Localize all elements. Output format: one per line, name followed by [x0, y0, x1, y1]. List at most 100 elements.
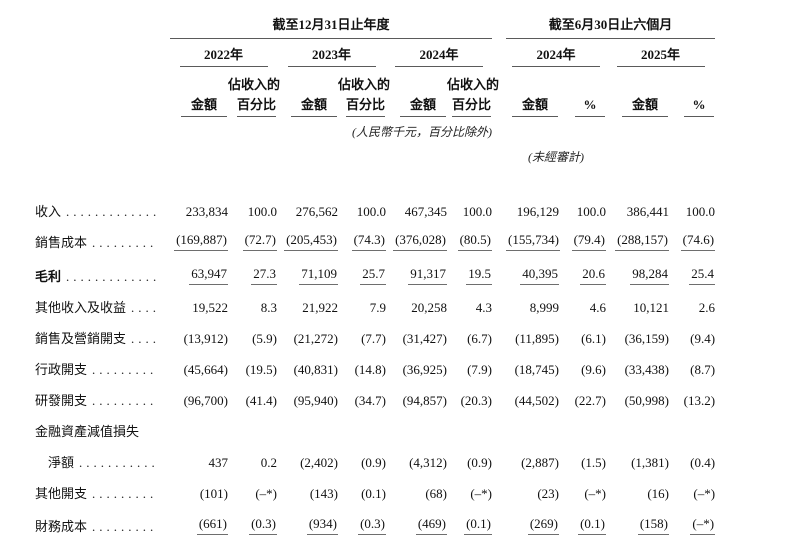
row-label: 淨額 — [35, 440, 170, 471]
cell-value: (376,028) — [386, 220, 447, 251]
units-note-row: (人民幣千元，百分比除外) — [35, 117, 715, 140]
gap-cell — [492, 117, 506, 140]
cell-value: (143) — [309, 486, 338, 501]
cell-value: (2,887) — [521, 455, 560, 470]
percent-header-2022: 佔收入的 百分比 — [228, 67, 280, 117]
cell-value: (–*) — [669, 502, 716, 535]
row-label: 銷售成本 — [35, 220, 170, 251]
unaudited-note: (未經審計) — [528, 150, 585, 164]
table-row: 行政開支 (45,664) (19.5) (40,831) (14.8) (36,925)… — [35, 347, 715, 378]
year-2022: 2022年 — [170, 38, 277, 67]
table-body: 收入 233,834 100.0 276,562 100.0 467,345 100.0 19… — [35, 189, 716, 535]
gap-cell — [492, 67, 506, 117]
cell-value: 276,562 — [295, 204, 338, 219]
percent-header-2024-interim: % — [559, 67, 606, 117]
cell-value: 19.5 — [447, 251, 493, 285]
cell-value: (19.5) — [245, 362, 277, 377]
cell-value: 100.0 — [685, 204, 716, 219]
dot-leader — [131, 300, 156, 316]
amount-header-2024: 金額 — [386, 67, 447, 117]
gap-cell — [492, 285, 506, 316]
cell-value: (21,272) — [293, 331, 338, 346]
cell-value: 8.3 — [260, 300, 277, 315]
cell-value: (9.4) — [690, 331, 716, 346]
cell-value: (169,887) — [170, 220, 228, 251]
cell-value: (7.9) — [467, 362, 493, 377]
cell-value: (40,831) — [293, 362, 338, 377]
cell-value: 233,834 — [185, 204, 228, 219]
cell-value: (31,427) — [402, 331, 447, 346]
gap-cell — [492, 189, 506, 220]
table-row: 研發開支 (96,700) (41.4) (95,940) (34.7) (94,857)… — [35, 378, 715, 409]
cell-value: (0.1) — [559, 502, 607, 535]
gap-cell — [492, 440, 506, 471]
dot-leader — [131, 331, 156, 347]
table-row: 淨額 437 0.2 (2,402) (0.9) (4,312) (0.9) (2,887) (… — [35, 440, 715, 471]
cell-value: (80.5) — [447, 220, 493, 251]
cell-value: 7.9 — [369, 300, 386, 315]
cell-value: 100.0 — [247, 204, 277, 219]
cell-value: (16) — [647, 486, 670, 501]
empty-cell — [506, 117, 715, 140]
cell-value: (205,453) — [277, 220, 338, 251]
year-2023: 2023年 — [277, 38, 386, 67]
row-label: 財務成本 — [35, 502, 170, 535]
cell-value: (18,745) — [514, 362, 560, 377]
cell-value: 40,395 — [506, 251, 560, 285]
cell-value: (94,857) — [402, 393, 447, 408]
cell-value: (101) — [199, 486, 228, 501]
empty-cell — [35, 12, 170, 38]
cell-value: 19,522 — [192, 300, 228, 315]
table-header: 截至12月31日止年度 截至6月30日止六個月 2022年 2023年 2024… — [35, 12, 716, 189]
empty-cell — [606, 140, 715, 165]
cell-value: 98,284 — [606, 251, 670, 285]
percent-header-2024: 佔收入的 百分比 — [447, 67, 499, 117]
dot-leader — [92, 362, 156, 378]
cell-value: 71,109 — [277, 251, 338, 285]
cell-value: (0.4) — [690, 455, 716, 470]
cell-value: 20.6 — [559, 251, 607, 285]
cell-value: 437 — [208, 455, 229, 470]
cell-value: 25.4 — [669, 251, 716, 285]
cell-value: (79.4) — [559, 220, 607, 251]
percent-header-2025-interim: % — [669, 67, 715, 117]
cell-value: (14.8) — [354, 362, 386, 377]
cell-value: (0.3) — [338, 502, 386, 535]
cell-value: 100.0 — [462, 204, 493, 219]
income-statement-table: 截至12月31日止年度 截至6月30日止六個月 2022年 2023年 2024… — [35, 12, 716, 535]
empty-cell — [35, 117, 170, 140]
cell-value: (74.6) — [669, 220, 716, 251]
cell-value: (23) — [537, 486, 560, 501]
table-row: 其他開支 (101) (–*) (143) (0.1) (68) (–*) (23) (–*) (… — [35, 471, 715, 502]
cell-value: 100.0 — [356, 204, 386, 219]
cell-value: 8,999 — [529, 300, 560, 315]
row-label: 收入 — [35, 189, 170, 220]
interim-period-title: 截至6月30日止六個月 — [506, 12, 716, 39]
amount-header-2025-interim: 金額 — [606, 67, 669, 117]
cell-value: 25.7 — [338, 251, 386, 285]
empty-cell — [35, 165, 715, 189]
period-group-row: 截至12月31日止年度 截至6月30日止六個月 — [35, 12, 716, 39]
cell-value: (0.9) — [467, 455, 493, 470]
cell-value: (74.3) — [338, 220, 386, 251]
gap-cell — [492, 502, 506, 535]
spacer-row — [35, 165, 715, 189]
cell-value: (13.2) — [683, 393, 716, 408]
cell-value: (288,157) — [606, 220, 670, 251]
cell-value: 100.0 — [576, 204, 607, 219]
cell-value: (0.1) — [361, 486, 386, 501]
cell-value: (–*) — [693, 486, 716, 501]
row-label: 其他收入及收益 — [35, 285, 170, 316]
cell-value: (36,925) — [402, 362, 447, 377]
cell-value: 0.2 — [260, 455, 277, 470]
dot-leader — [92, 393, 156, 409]
row-label: 毛利 — [35, 251, 170, 285]
year-2024-interim: 2024年 — [506, 38, 606, 67]
cell-value: 4.3 — [475, 300, 493, 315]
cell-value: (–*) — [255, 486, 277, 501]
dot-leader — [66, 269, 156, 285]
cell-value: (0.9) — [361, 455, 386, 470]
cell-value: (5.9) — [252, 331, 277, 346]
cell-value: (20.3) — [460, 393, 493, 408]
table-row: 其他收入及收益 19,522 8.3 21,922 7.9 20,258 4.3 8,999 4… — [35, 285, 715, 316]
